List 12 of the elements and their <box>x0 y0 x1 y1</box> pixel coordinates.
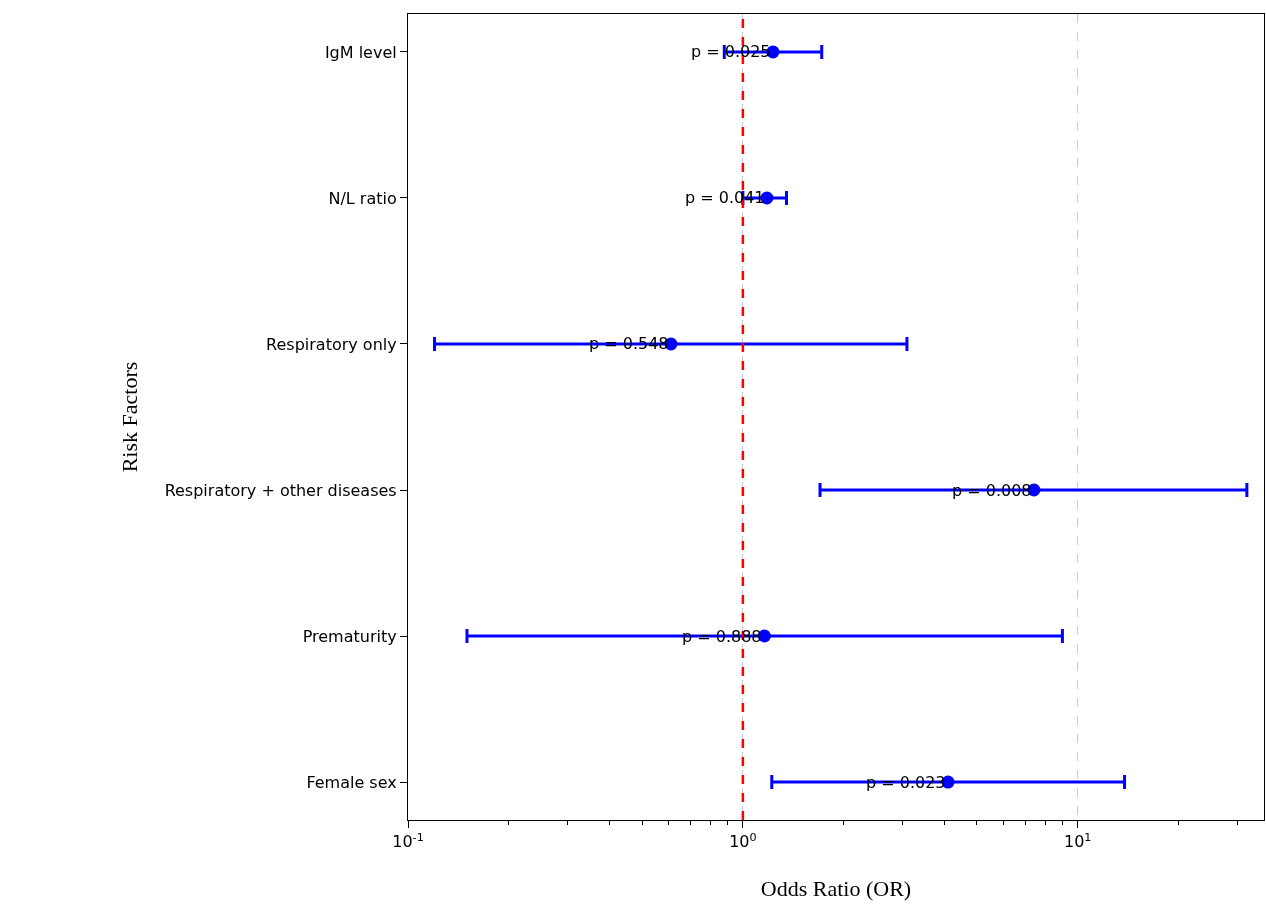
annotation: p = 0.025 <box>691 42 771 61</box>
y-tick-label: Respiratory only <box>266 334 397 354</box>
x-tick-label: 10$^{0}$ <box>729 830 757 852</box>
x-tick-label: 10$^{1}$ <box>1063 830 1092 852</box>
y-tick-label: Respiratory + other diseases <box>164 480 397 500</box>
y-tick-label: IgM level <box>324 42 397 62</box>
y-tick-label: Female sex <box>306 772 397 792</box>
y-tick-label: Prematurity <box>302 626 397 646</box>
y-tick-label: N/L ratio <box>328 188 397 208</box>
y-axis-title: Risk Factors <box>117 361 143 473</box>
x-axis-title: Odds Ratio (OR) <box>760 876 912 902</box>
x-tick-label: 10$^{-1}$ <box>392 830 424 852</box>
